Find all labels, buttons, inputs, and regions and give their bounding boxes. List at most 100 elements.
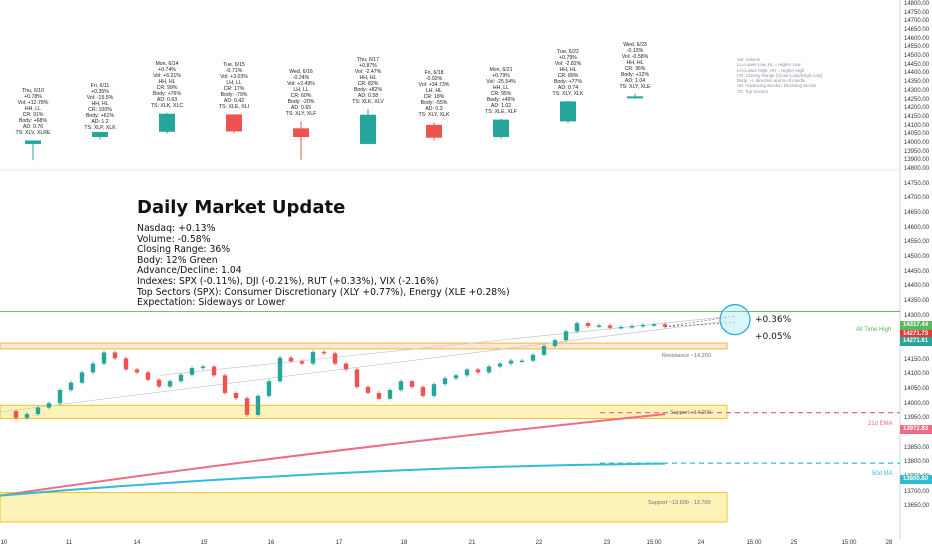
price-tick-label: 14700.00	[904, 195, 930, 202]
daily-candle-body	[25, 140, 41, 144]
support-zone	[0, 404, 728, 419]
daily-stat-line: TS: XLK, XLC	[150, 102, 184, 109]
legend-line: Vol: Volume	[737, 57, 761, 62]
daily-stat-line: Tue, 6/15	[223, 62, 245, 69]
ma50-label: 50d MA	[872, 471, 893, 477]
intraday-candle-body	[640, 324, 646, 327]
intraday-candle-body	[651, 324, 657, 326]
daily-stat-line: +0.78%	[24, 94, 42, 101]
daily-stat-line: Body: +49%	[486, 96, 516, 103]
daily-stat-line: HH, HL	[626, 59, 644, 66]
intraday-candle-body	[46, 403, 52, 408]
intraday-candle-body	[618, 326, 624, 329]
daily-candle-body	[360, 114, 376, 144]
price-tick-label: 14750.00	[904, 180, 930, 187]
daily-stats-box: Mon, 6/14 +0.74% Vol: +6.21% HH, HL CR: 99% B…	[128, 61, 206, 109]
intraday-candle-body	[288, 357, 294, 362]
update-line-top-sectors: Top Sectors (SPX): Consumer Discretionar…	[137, 286, 510, 298]
daily-stat-line: Body: +76%	[152, 90, 182, 97]
daily-stat-line: HH, LL	[24, 106, 42, 113]
daily-stat-line: CR: 99%	[156, 84, 178, 91]
daily-stats-box: Wed, 6/23 -0.13% Vol: -0.58% HH, HL CR: 36% B…	[596, 42, 674, 90]
intraday-candle-body	[178, 374, 184, 382]
update-line-advance-decline: Advance/Decline: 1.04	[137, 265, 242, 277]
daily-stat-line: LH, HL	[425, 88, 443, 95]
price-tick-label: 14300.00	[904, 312, 930, 319]
price-tick-label: 13900.00	[904, 157, 930, 164]
legend-line: LL=Lower Low, HL = Higher Low	[737, 62, 801, 68]
time-tick-label: 17	[335, 540, 343, 546]
intraday-candle-body	[552, 340, 558, 346]
daily-stat-line: TS: XLY, XLF	[285, 111, 317, 118]
price-tick-label: 14250.00	[904, 96, 930, 103]
time-tick-label: 11	[65, 540, 73, 546]
intraday-candle-body	[222, 375, 228, 393]
time-tick-label: 15:00	[646, 540, 662, 546]
legend-line: TS: Top Sectors	[737, 88, 769, 94]
daily-update-panel: Daily Market Update Nasdaq: +0.13% Volum…	[137, 197, 510, 309]
update-line-volume: Volume: -0.58%	[137, 233, 211, 245]
intraday-candle-body	[145, 372, 151, 380]
support-label: Support ~14,000	[670, 410, 711, 416]
daily-stat-line: AD: 0.3	[425, 106, 443, 113]
daily-stat-line: Body: +82%	[353, 87, 383, 94]
intraday-candle-body	[211, 366, 217, 376]
daily-stat-line: AD: 0.63	[156, 96, 178, 103]
daily-stat-line: -0.92%	[425, 76, 443, 83]
daily-stat-line: CR: 89%	[557, 72, 579, 79]
daily-stat-line: Vol: -25.54%	[486, 78, 516, 85]
time-tick-label: 15:00	[841, 540, 857, 546]
daily-stat-line: CR: 36%	[624, 65, 646, 72]
daily-candle-body	[493, 119, 509, 137]
intraday-candle-body	[354, 369, 360, 388]
price-tick-label: 14350.00	[904, 79, 930, 86]
time-tick-label: 23	[603, 540, 611, 546]
intraday-candle-body	[574, 323, 580, 332]
daily-candle-body	[293, 128, 309, 137]
daily-stat-line: Vol: +34.73%	[418, 82, 450, 89]
abbreviation-legend: Vol: Volume LL=Lower Low, HL = Higher Lo…	[737, 57, 822, 94]
daily-stat-line: TS: XLY, XLK	[418, 112, 450, 119]
daily-stat-line: Vol: +12.78%	[17, 100, 49, 107]
price-tick-label: 13850.00	[904, 444, 930, 451]
intraday-candle-body	[57, 390, 63, 404]
intraday-candle-body	[662, 324, 668, 327]
intraday-candle-body	[68, 382, 74, 390]
update-lines: Nasdaq: +0.13% Volume: -0.58% Closing Ra…	[137, 223, 510, 309]
price-tick-label: 13650.00	[904, 503, 930, 510]
daily-stat-line: Fri, 6/18	[424, 70, 444, 77]
daily-stat-line: +0.74%	[158, 66, 176, 73]
daily-stat-line: Wed, 6/23	[623, 41, 647, 48]
intraday-candle-body	[475, 369, 481, 373]
resistance-label: Resistance ~14,200	[662, 353, 711, 359]
daily-stat-line: -0.71%	[225, 68, 243, 75]
intraday-candle-body	[299, 361, 305, 364]
price-tick-label: 14150.00	[904, 356, 930, 363]
price-tick-label: 14500.00	[904, 254, 930, 260]
daily-stat-line: Body: -20%	[287, 99, 315, 106]
price-tick-label: 14150.00	[904, 113, 930, 120]
time-tick-label: 16	[267, 540, 275, 546]
price-tick-label: 14750.00	[904, 9, 930, 16]
intraday-candle-body	[200, 366, 206, 369]
ma50-price-badge: 13800.80	[900, 475, 932, 484]
daily-stat-line: Vol: +2.49%	[287, 81, 315, 88]
price-tick-label: 14400.00	[904, 70, 930, 77]
daily-stat-line: +0.79%	[492, 72, 510, 79]
intraday-candle-body	[266, 381, 272, 396]
intraday-candle-body	[79, 372, 85, 383]
daily-stat-line: HH, HL	[91, 101, 109, 108]
daily-stat-line: Fri, 6/11	[90, 83, 110, 90]
close-price-badge: 14271.61	[900, 337, 932, 346]
price-tick-label: 14000.00	[904, 400, 930, 407]
daily-stat-line: AD: 0.65	[290, 105, 312, 112]
daily-stat-line: -0.24%	[292, 75, 310, 82]
daily-stat-line: Vol: -0.58%	[621, 53, 649, 60]
intraday-candle-body	[596, 325, 602, 327]
daily-candle-body	[560, 101, 576, 122]
daily-stats-box: Tue, 6/22 +0.79% Vol: -2.82% HH, HL CR: 89% B…	[529, 49, 607, 97]
intraday-candle-body	[277, 357, 283, 382]
price-tick-label: 14050.00	[904, 131, 930, 138]
lower-support-zone	[0, 492, 728, 523]
daily-stat-line: HH, HL	[359, 75, 377, 82]
